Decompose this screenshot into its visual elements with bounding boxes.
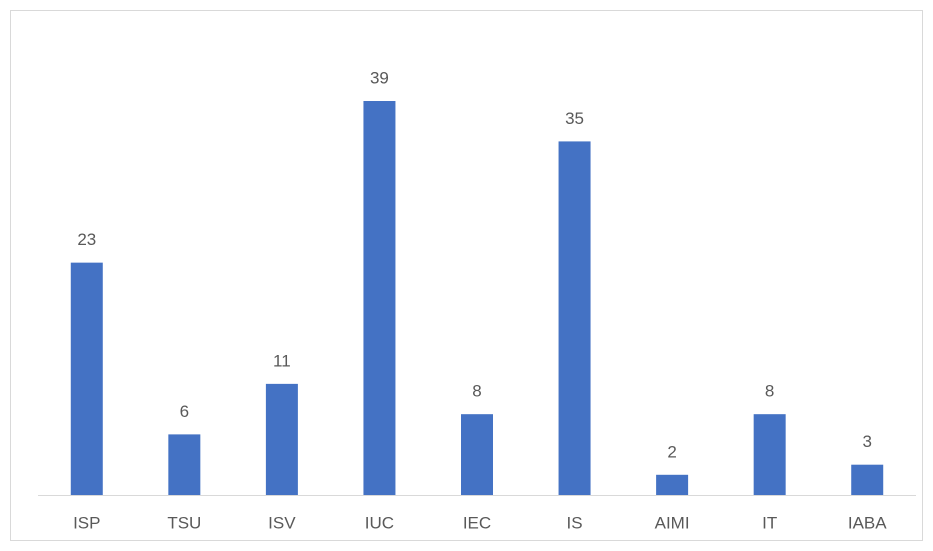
x-tick-label: IT [762,513,777,532]
x-tick-label: IEC [463,513,491,532]
bar [265,383,298,495]
x-tick-label: TSU [167,513,201,532]
bar [168,434,201,495]
data-label: 8 [765,382,774,401]
x-tick-label: IS [567,513,583,532]
x-tick-label: ISP [73,513,100,532]
bar [851,464,884,495]
data-label: 2 [667,442,676,461]
data-label: 8 [472,382,481,401]
data-label: 39 [370,68,389,87]
bar [753,414,786,495]
data-label: 23 [77,230,96,249]
bar [363,101,396,495]
x-tick-label: IUC [365,513,394,532]
bar [558,141,591,495]
x-tick-label: AIMI [655,513,690,532]
data-label: 35 [565,109,584,128]
data-label: 3 [862,432,871,451]
bar [656,474,689,495]
x-tick-label: IABA [848,513,887,532]
bar [461,414,493,495]
data-label: 11 [273,351,291,370]
x-tick-label: ISV [268,513,296,532]
bar [70,262,103,495]
data-label: 6 [180,402,189,421]
